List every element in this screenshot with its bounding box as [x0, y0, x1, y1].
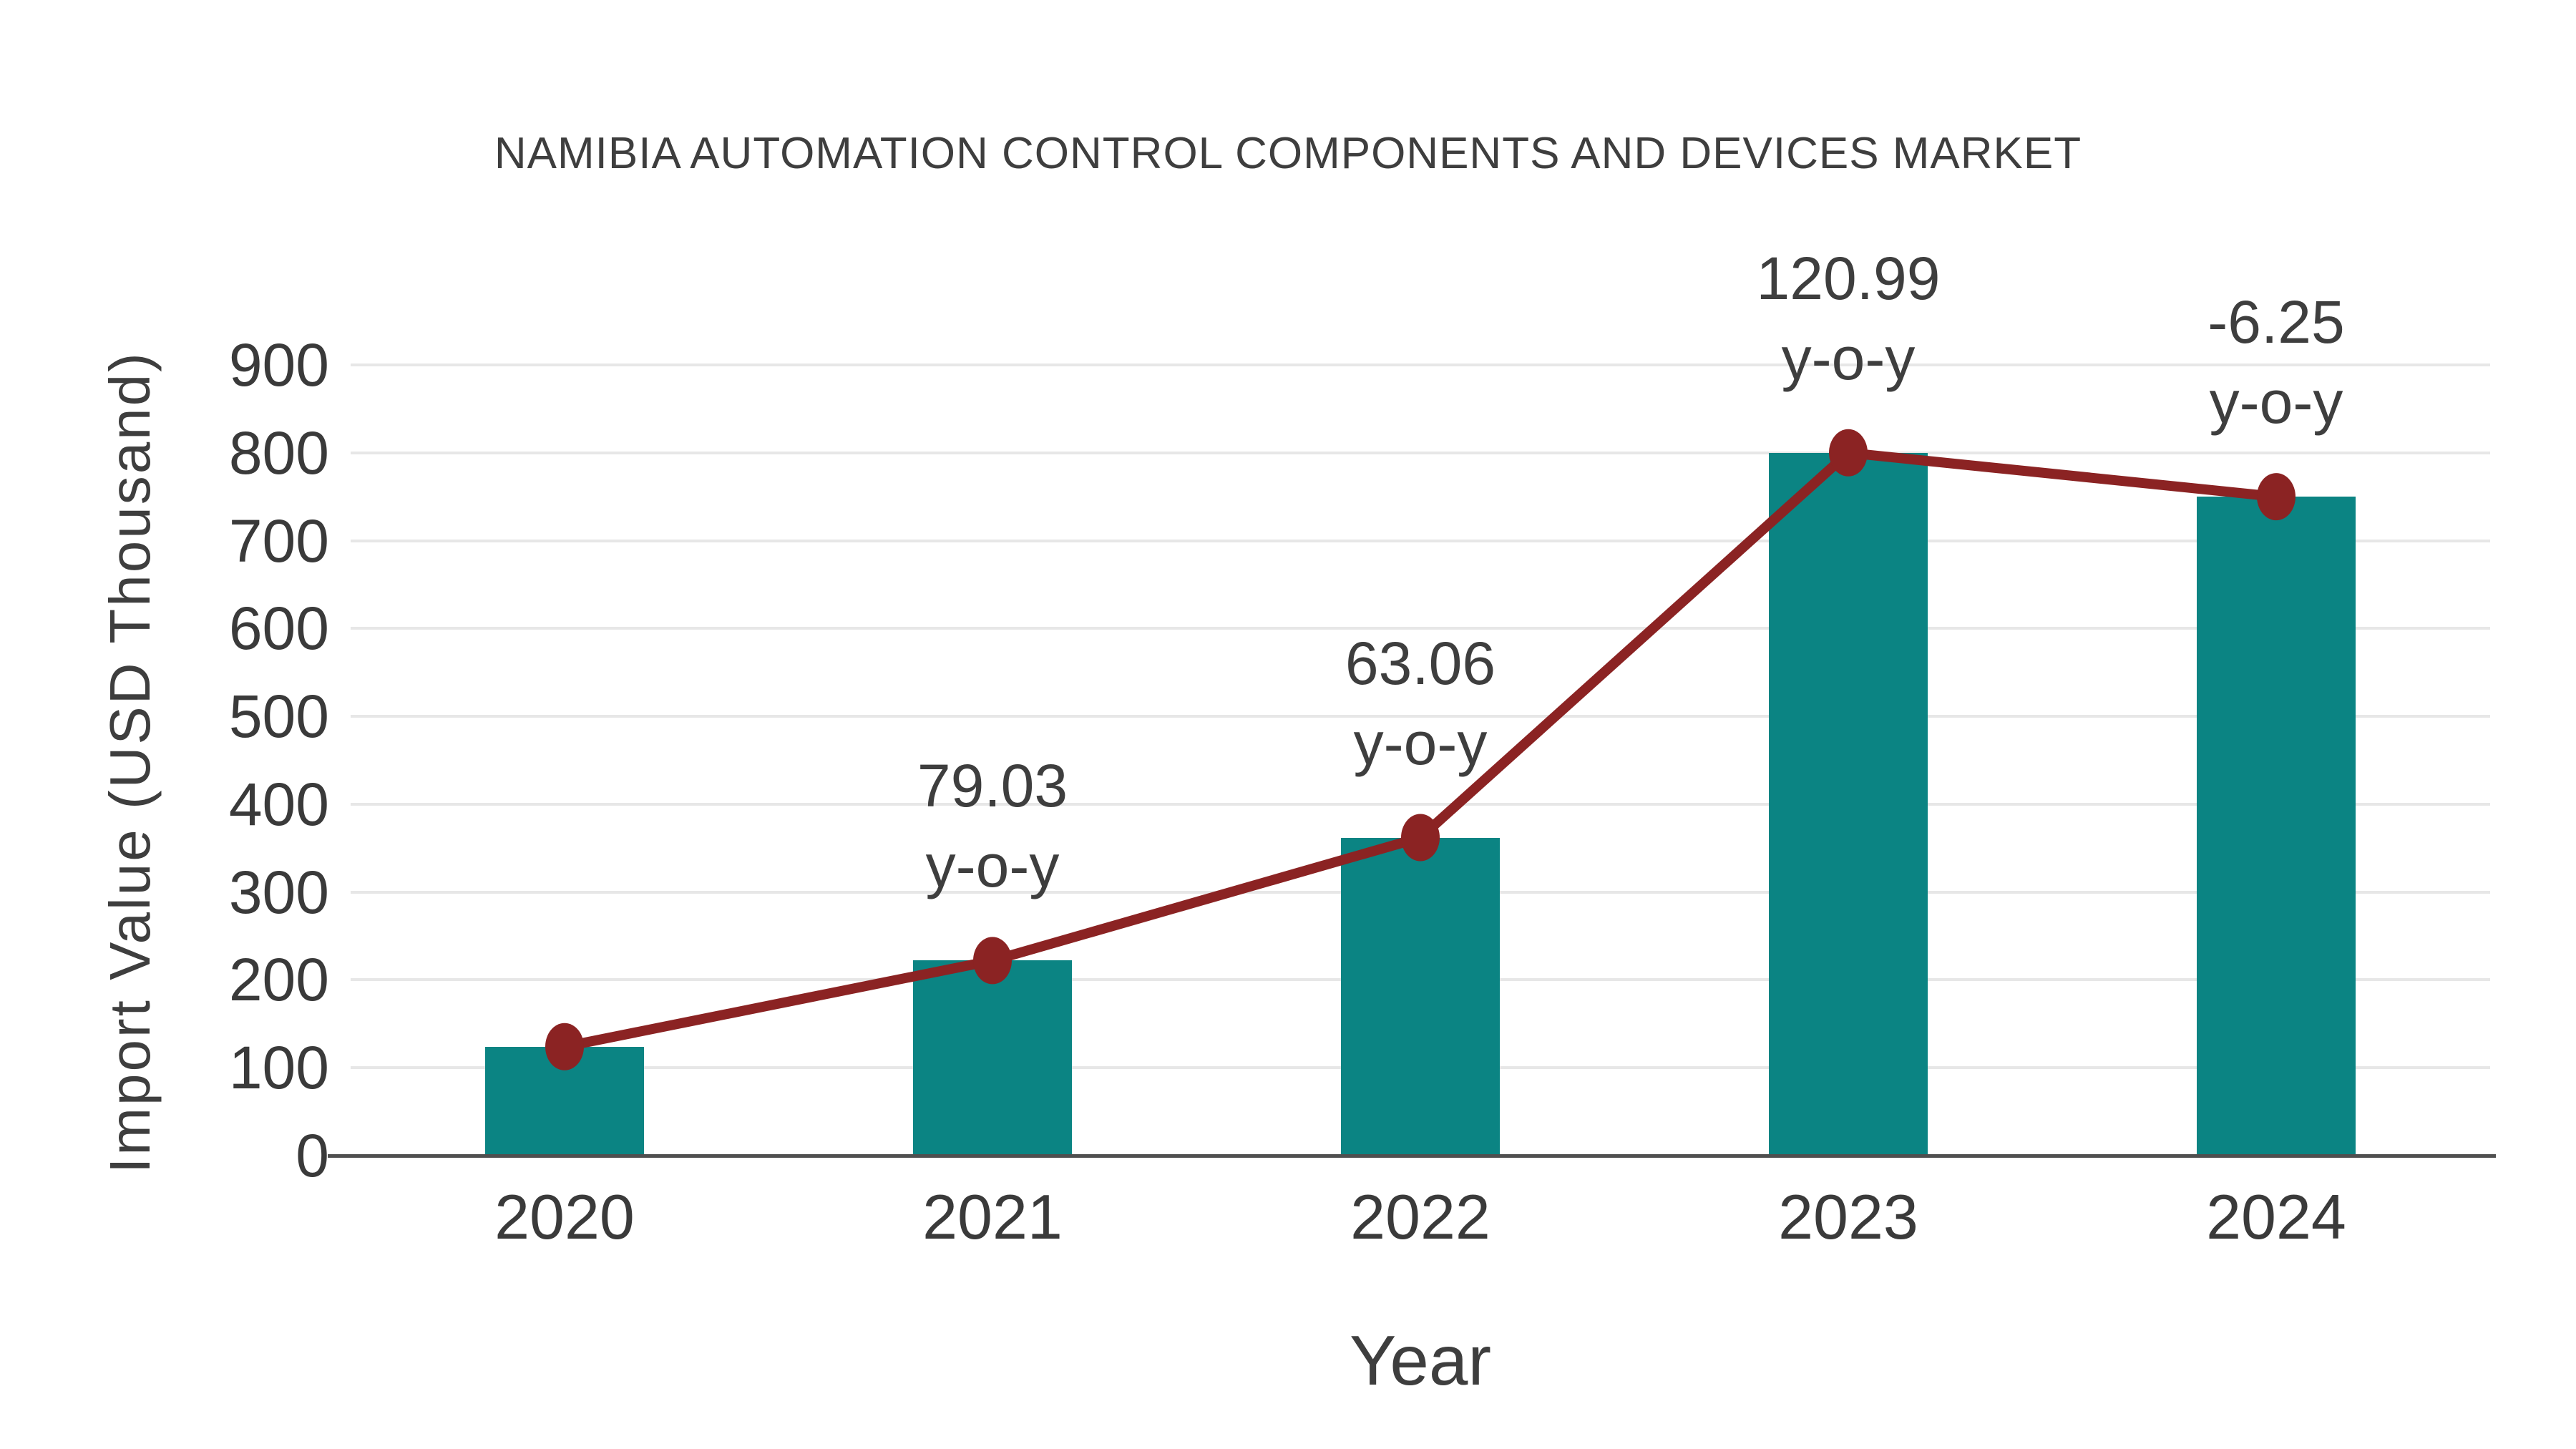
gridline-700 [351, 539, 2490, 542]
x-tick-label-2024: 2024 [2206, 1181, 2346, 1252]
y-tick-label-100: 100 [228, 1034, 329, 1102]
y-tick-label-700: 700 [228, 507, 329, 575]
line-marker-2023 [1829, 429, 1868, 477]
line-marker-2021 [973, 937, 1012, 985]
annotation-value-2024: -6.25 [2207, 288, 2345, 356]
y-tick-label-600: 600 [228, 595, 329, 663]
x-tick-label-2023: 2023 [1778, 1181, 1918, 1252]
x-tick-label-2022: 2022 [1350, 1181, 1491, 1252]
bar-2021 [913, 960, 1072, 1156]
chart-title: NAMIBIA AUTOMATION CONTROL COMPONENTS AN… [494, 129, 2082, 178]
annotation-2024: -6.25 y-o-y [2062, 282, 2491, 442]
annotation-value-2023: 120.99 [1756, 244, 1941, 312]
gridline-800 [351, 451, 2490, 454]
bar-2022 [1341, 837, 1500, 1156]
y-tick-label-900: 900 [228, 331, 329, 399]
annotation-suffix-2022: y-o-y [1353, 709, 1488, 777]
x-tick-label-2020: 2020 [494, 1181, 635, 1252]
y-tick-label-800: 800 [228, 419, 329, 487]
gridline-600 [351, 627, 2490, 630]
bar-2023 [1769, 452, 1928, 1156]
annotation-suffix-2021: y-o-y [925, 832, 1060, 900]
x-axis-baseline [328, 1154, 2496, 1158]
x-tick-label-2021: 2021 [922, 1181, 1063, 1252]
gridline-500 [351, 715, 2490, 718]
y-tick-label-500: 500 [228, 683, 329, 751]
y-tick-label-300: 300 [228, 858, 329, 926]
line-marker-2024 [2257, 473, 2296, 521]
annotation-2021: 79.03 y-o-y [778, 746, 1207, 906]
annotation-value-2022: 63.06 [1345, 629, 1496, 697]
annotation-suffix-2024: y-o-y [2209, 369, 2343, 436]
annotation-value-2021: 79.03 [917, 752, 1068, 820]
y-tick-label-0: 0 [296, 1122, 329, 1189]
line-marker-2022 [1401, 814, 1440, 862]
plot-area: 2020 2021 2022 2023 2024 79.03 y-o-y 63.06 y-o-y… [351, 245, 2490, 1252]
annotation-2023: 120.99 y-o-y [1634, 238, 2063, 399]
x-axis-title: Year [1349, 1321, 1491, 1400]
y-tick-label-400: 400 [228, 770, 329, 838]
line-marker-2020 [545, 1023, 584, 1070]
bar-2024 [2197, 497, 2356, 1156]
annotation-suffix-2023: y-o-y [1781, 324, 1916, 392]
annotation-2022: 63.06 y-o-y [1206, 623, 1635, 784]
y-tick-label-200: 200 [228, 946, 329, 1014]
gridline-400 [351, 802, 2490, 806]
trend-line-layer [545, 429, 2296, 1070]
gridline-900 [351, 364, 2490, 366]
